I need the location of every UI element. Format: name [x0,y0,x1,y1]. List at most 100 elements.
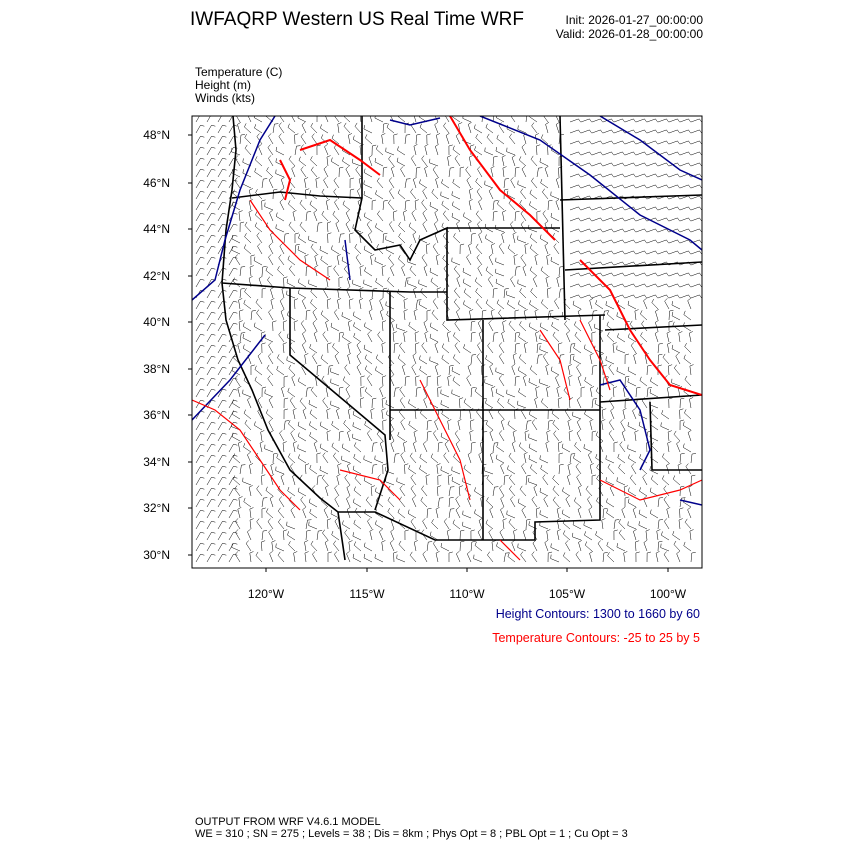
wind-barb [261,465,263,475]
wind-barb-flag [539,345,541,350]
wind-barb [580,206,590,211]
wind-barb-flag [456,309,460,312]
wind-barb [552,499,560,508]
wind-barb [322,532,329,541]
wind-barb-flag [470,529,475,532]
wind-barb [502,322,505,332]
wind-barb [507,248,516,255]
wind-barb-flag [556,386,561,389]
wind-barb-flag [242,158,244,163]
wind-barb [577,509,582,519]
wind-barb [613,118,623,123]
wind-barb-flag [363,180,365,185]
wind-barb-flag [211,377,216,380]
wind-barb [368,234,373,244]
lon-label-105w: 105°W [548,587,586,601]
wind-barb-flag [304,540,309,543]
wind-barb [364,512,373,519]
wind-barb-flag [688,228,691,233]
wind-barb [497,203,505,211]
wind-barb-flag [589,298,594,301]
wind-barb [354,445,362,453]
wind-barb-flag [556,177,560,180]
wind-barb [414,201,417,211]
wind-barb-flag [271,540,276,543]
wind-barb [617,303,626,310]
wind-barb [391,168,395,178]
wind-barb [524,432,527,442]
wind-barb-flag [343,420,346,424]
wind-barb [523,531,527,541]
wind-barbs [195,114,702,563]
wind-barb-flag [458,122,463,125]
wind-barb-flag [440,400,442,405]
wind-barb [217,356,223,365]
wind-barb-flag [415,375,420,378]
wind-barb [369,300,373,310]
wind-barb [480,443,483,453]
wind-barb-flag [319,466,321,471]
wind-barb [607,313,615,321]
wind-barb [292,212,296,222]
wind-barb-flag [421,529,425,533]
wind-barb [217,521,223,530]
wind-barb-flag [555,375,559,378]
wind-barb [368,311,373,321]
wind-barb [321,214,329,222]
wind-barb-flag [616,543,618,548]
wind-barb-flag [573,454,575,459]
wind-barb-flag [451,476,454,481]
wind-barb-flag [357,188,361,192]
wind-barb-flag [474,509,476,514]
wind-barb-flag [468,199,473,202]
wind-barb-flag [491,386,496,389]
wind-barb [268,532,274,541]
wind-barb [309,502,318,508]
wind-barb [206,323,212,332]
wind-barb-flag [597,540,601,544]
wind-barb [320,314,329,321]
wind-barb [433,433,439,442]
wind-barb [531,554,538,563]
wind-barb-flag [355,254,359,258]
wind-barb-flag [524,342,528,345]
wind-barb [635,118,645,123]
wind-barb [287,127,296,134]
wind-barb [217,136,223,145]
wind-barb-flag [578,228,581,233]
wind-barb-flag [452,201,454,206]
wind-barb-flag [471,442,476,444]
wind-barb-flag [485,519,488,524]
wind-barb [668,228,678,233]
wind-barb-flag [625,353,630,356]
wind-barb [301,367,307,376]
wind-barb-flag [689,331,693,334]
wind-barb [249,553,252,563]
wind-barb [331,249,340,255]
wind-barb [254,425,263,431]
wind-barb-flag [664,518,668,522]
wind-barb [356,366,362,376]
wind-barb-flag [699,217,702,222]
wind-barb [338,432,340,442]
wind-barb [660,547,670,552]
wind-barb [432,301,439,310]
wind-barb [540,182,549,189]
wind-barb-flag [437,375,441,378]
wind-barb [498,246,505,255]
wind-barb-flag [201,114,205,115]
wind-barb-flag [304,551,309,554]
wind-barb [436,377,439,387]
wind-barb [278,334,285,343]
wind-barb [440,195,450,200]
wind-barb-flag [440,542,442,548]
wind-barb [541,401,549,409]
wind-barb-flag [456,221,460,224]
wind-barb-flag [388,155,392,160]
wind-barb [447,421,450,431]
wind-barb-flag [354,122,358,127]
wind-barb [403,311,406,321]
wind-barb-flag [254,365,257,370]
wind-barb-flag [622,184,625,189]
wind-barb-flag [518,388,520,393]
